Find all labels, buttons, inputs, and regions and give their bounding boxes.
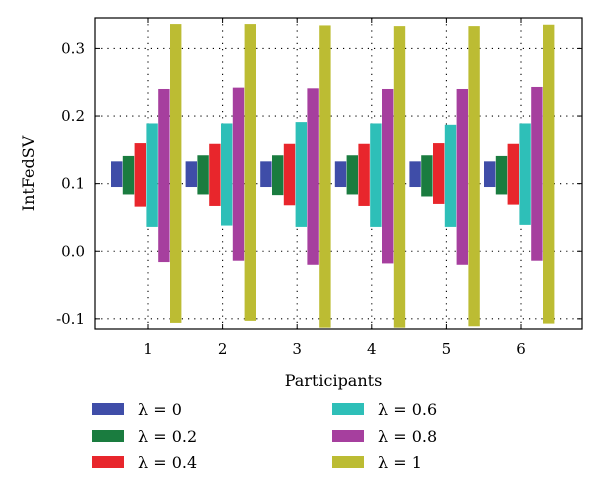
- x-tick-label: 2: [218, 340, 228, 358]
- y-tick-label: 0.2: [61, 107, 85, 125]
- bar-participant-5-series-3: [444, 124, 457, 227]
- bar-participant-5-series-5: [468, 26, 480, 327]
- bars-group: [111, 24, 555, 328]
- bar-participant-1-series-2: [134, 143, 146, 207]
- legend-item: λ = 1: [332, 451, 422, 473]
- bar-participant-1-series-1: [122, 155, 135, 195]
- bar-participant-2-series-3: [221, 123, 233, 226]
- bar-participant-3-series-5: [319, 25, 331, 328]
- x-tick-label: 1: [143, 340, 153, 358]
- legend-label: λ = 0.4: [138, 452, 198, 472]
- bar-participant-3-series-2: [283, 143, 296, 206]
- bar-participant-5-series-0: [409, 161, 421, 188]
- y-tick-label: -0.1: [56, 310, 85, 328]
- legend-swatch: [332, 456, 364, 468]
- bar-participant-6-series-0: [484, 161, 496, 188]
- legend-item: λ = 0: [92, 398, 182, 420]
- x-axis: 1 2 3 4 5 6: [143, 18, 526, 358]
- x-tick-label: 4: [367, 340, 377, 358]
- legend-label: λ = 0.6: [378, 399, 438, 419]
- y-tick-label: 0.0: [61, 242, 85, 260]
- legend-label: λ = 0.2: [138, 426, 198, 446]
- bar-participant-6-series-4: [531, 86, 543, 261]
- bar-participant-4-series-0: [334, 161, 347, 188]
- legend-swatch: [332, 430, 364, 442]
- bar-participant-2-series-0: [185, 161, 197, 188]
- bar-participant-5-series-1: [421, 155, 433, 197]
- bar-participant-3-series-4: [307, 88, 319, 265]
- bar-participant-2-series-1: [197, 155, 209, 195]
- legend-label: λ = 0: [138, 399, 182, 419]
- bar-participant-5-series-4: [456, 88, 468, 265]
- bar-participant-3-series-3: [295, 122, 307, 227]
- bar-participant-2-series-4: [232, 87, 245, 261]
- bar-participant-6-series-3: [519, 123, 531, 225]
- bar-participant-6-series-5: [543, 24, 555, 324]
- bar-participant-1-series-4: [158, 88, 170, 263]
- bar-participant-3-series-1: [272, 155, 284, 196]
- plot-frame: [94, 17, 583, 330]
- y-axis: -0.1 0.0 0.1 0.2 0.3: [56, 39, 582, 328]
- bar-participant-6-series-1: [495, 155, 508, 195]
- bar-participant-5-series-2: [433, 143, 445, 204]
- legend-label: λ = 1: [378, 452, 422, 472]
- legend-item: λ = 0.6: [332, 398, 437, 420]
- bar-participant-4-series-2: [358, 143, 370, 206]
- bar-participant-4-series-3: [370, 123, 382, 227]
- legend-label: λ = 0.8: [378, 426, 438, 446]
- bar-participant-4-series-5: [393, 26, 406, 328]
- bar-participant-3-series-0: [260, 161, 272, 188]
- bar-participant-6-series-2: [507, 143, 519, 205]
- legend-swatch: [92, 403, 124, 415]
- y-tick-label: 0.1: [61, 175, 85, 193]
- bar-participant-2-series-5: [244, 24, 256, 321]
- bar-participant-1-series-5: [170, 24, 182, 323]
- bar-participant-2-series-2: [209, 143, 221, 206]
- legend-item: λ = 0.2: [92, 425, 197, 447]
- x-tick-label: 3: [292, 340, 302, 358]
- legend-swatch: [92, 456, 124, 468]
- bar-participant-4-series-4: [382, 88, 394, 264]
- y-axis-label: IntFedSV: [19, 135, 38, 211]
- bar-participant-4-series-1: [346, 155, 358, 195]
- legend-item: λ = 0.8: [332, 425, 437, 447]
- legend-swatch: [92, 430, 124, 442]
- x-axis-label: Participants: [285, 371, 383, 390]
- y-tick-label: 0.3: [61, 39, 85, 57]
- bar-participant-1-series-3: [146, 123, 158, 227]
- bar-chart: -0.1 0.0 0.1 0.2 0.3 1 2 3 4 5 6 IntFedSV Partici…: [19, 17, 583, 390]
- bar-participant-1-series-0: [111, 161, 123, 188]
- x-tick-label: 5: [442, 340, 452, 358]
- legend: λ = 0 λ = 0.2 λ = 0.4 λ = 0.6 λ = 0.8 λ = 1: [92, 398, 532, 478]
- legend-swatch: [332, 403, 364, 415]
- legend-item: λ = 0.4: [92, 451, 197, 473]
- x-tick-label: 6: [516, 340, 526, 358]
